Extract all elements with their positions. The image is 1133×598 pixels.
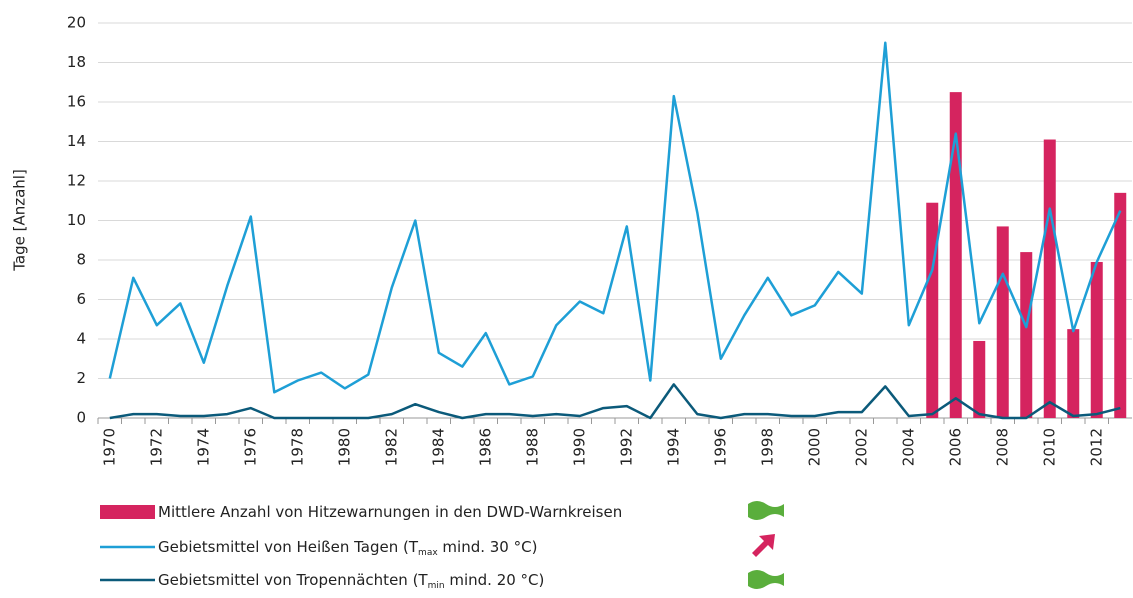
x-tick-label: 1984 bbox=[429, 428, 447, 466]
legend-label-part: Gebietsmittel von Heißen Tagen (T bbox=[158, 538, 419, 556]
bar bbox=[1020, 252, 1033, 418]
legend-label: Gebietsmittel von Tropennächten (Tmin mi… bbox=[158, 571, 544, 591]
y-tick-label: 4 bbox=[76, 330, 86, 348]
y-tick-label: 12 bbox=[67, 172, 86, 190]
bar bbox=[1114, 192, 1127, 418]
legend-label-part: mind. 30 °C) bbox=[438, 538, 538, 556]
bar bbox=[949, 92, 962, 418]
trend-icon bbox=[748, 570, 784, 589]
x-tick-label: 1996 bbox=[711, 428, 729, 466]
x-tick-label: 2004 bbox=[899, 428, 917, 466]
legend-label-part: min bbox=[428, 581, 445, 591]
y-tick-label: 0 bbox=[76, 409, 86, 427]
trend-icon bbox=[748, 501, 784, 520]
legend-label: Gebietsmittel von Heißen Tagen (Tmax min… bbox=[158, 538, 537, 558]
x-tick-label: 1982 bbox=[382, 428, 400, 466]
x-tick-label: 1992 bbox=[617, 428, 635, 466]
bar bbox=[926, 202, 939, 418]
x-tick-label: 1978 bbox=[288, 428, 306, 466]
x-tick-label: 2008 bbox=[993, 428, 1011, 466]
x-tick-label: 1974 bbox=[194, 428, 212, 466]
x-tick-label: 2000 bbox=[805, 428, 823, 466]
legend-label-part: mind. 20 °C) bbox=[445, 571, 545, 589]
y-tick-label: 14 bbox=[67, 132, 86, 150]
y-tick-label: 8 bbox=[76, 251, 86, 269]
x-tick-label: 2012 bbox=[1087, 428, 1105, 466]
legend-label: Mittlere Anzahl von Hitzewarnungen in de… bbox=[158, 503, 622, 521]
legend-swatch bbox=[100, 505, 155, 519]
bar bbox=[1090, 261, 1103, 418]
bar bbox=[1067, 329, 1080, 418]
x-tick-label: 1990 bbox=[570, 428, 588, 466]
legend-label-part: Gebietsmittel von Tropennächten (T bbox=[158, 571, 428, 589]
line bbox=[108, 41, 1122, 394]
x-tick-label: 2006 bbox=[946, 428, 964, 466]
x-tick-label: 1976 bbox=[241, 428, 259, 466]
bar bbox=[973, 340, 986, 418]
y-tick-label: 20 bbox=[67, 14, 86, 32]
bar bbox=[996, 226, 1009, 418]
x-tick-label: 1988 bbox=[523, 428, 541, 466]
y-axis-label: Tage [Anzahl] bbox=[11, 169, 29, 272]
x-tick-label: 1998 bbox=[758, 428, 776, 466]
x-tick-label: 1970 bbox=[100, 428, 118, 466]
y-tick-label: 16 bbox=[67, 93, 86, 111]
x-tick-label: 1980 bbox=[335, 428, 353, 466]
y-tick-label: 6 bbox=[76, 290, 86, 308]
x-tick-label: 1972 bbox=[147, 428, 165, 466]
x-tick-label: 1986 bbox=[476, 428, 494, 466]
bar bbox=[1043, 139, 1056, 418]
y-tick-label: 18 bbox=[67, 53, 86, 71]
y-tick-label: 10 bbox=[67, 211, 86, 229]
legend-label-part: Mittlere Anzahl von Hitzewarnungen in de… bbox=[158, 503, 622, 521]
x-tick-label: 1994 bbox=[664, 428, 682, 466]
trend-icon bbox=[752, 534, 775, 557]
x-tick-label: 2010 bbox=[1040, 428, 1058, 466]
y-tick-label: 2 bbox=[76, 369, 86, 387]
line bbox=[109, 383, 1121, 420]
legend-label-part: max bbox=[418, 548, 438, 558]
x-tick-label: 2002 bbox=[852, 428, 870, 466]
